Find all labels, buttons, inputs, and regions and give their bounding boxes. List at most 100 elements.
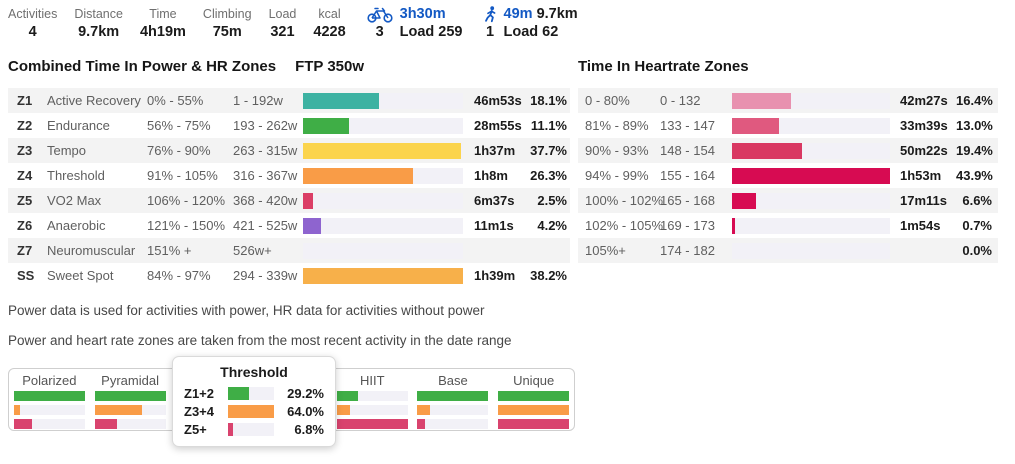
zone-bar bbox=[303, 167, 463, 184]
distribution-bar-fill bbox=[417, 391, 489, 401]
power-section-title: Combined Time In Power & HR Zones FTP 35… bbox=[8, 58, 364, 75]
zone-bar bbox=[303, 117, 463, 134]
distribution-column-hiit[interactable]: HIIT bbox=[332, 372, 413, 430]
zone-name: Neuromuscular bbox=[47, 243, 136, 258]
zone-watt-range: 368 - 420w bbox=[233, 193, 298, 208]
zone-bar-fill bbox=[303, 267, 463, 284]
distribution-bar bbox=[417, 405, 489, 415]
distribution-bar-fill bbox=[498, 419, 570, 429]
zone-pct: 38.2% bbox=[530, 268, 567, 283]
distribution-bars bbox=[336, 391, 408, 429]
hr-bpm-range: 0 - 132 bbox=[660, 93, 701, 108]
run-time: 49m bbox=[503, 6, 533, 22]
zone-time: 11m1s bbox=[474, 218, 514, 233]
hr-section-title: Time In Heartrate Zones bbox=[578, 58, 749, 75]
zone-bar-fill bbox=[303, 167, 414, 184]
hr-bar bbox=[732, 117, 890, 134]
hr-bar-fill bbox=[732, 192, 756, 209]
zone-name: Anaerobic bbox=[47, 218, 106, 233]
zone-bar-fill bbox=[303, 192, 314, 209]
stat-label: Time bbox=[149, 7, 177, 21]
zone-percent-range: 0% - 55% bbox=[147, 93, 204, 108]
tooltip-pct: 29.2% bbox=[287, 386, 324, 401]
distribution-bar bbox=[336, 391, 408, 401]
distribution-bar bbox=[94, 405, 166, 415]
note-zone-source: Power and heart rate zones are taken fro… bbox=[8, 333, 512, 348]
zone-bar bbox=[303, 142, 463, 159]
stat-value: 4 bbox=[28, 24, 37, 40]
tooltip-bar-fill bbox=[228, 423, 233, 436]
run-count: 1 bbox=[485, 24, 495, 40]
hr-percent-range: 81% - 89% bbox=[585, 118, 649, 133]
hr-bar-fill bbox=[732, 117, 779, 134]
stat-value: 9.7km bbox=[78, 24, 120, 40]
hr-bpm-range: 174 - 182 bbox=[660, 243, 715, 258]
distribution-column-polarized[interactable]: Polarized bbox=[9, 372, 90, 430]
power-zone-row: Z6 Anaerobic 121% - 150% 421 - 525w 11m1s 4.2… bbox=[8, 213, 570, 238]
distribution-column-base[interactable]: Base bbox=[413, 372, 494, 430]
distribution-bar bbox=[13, 419, 85, 429]
runner-icon bbox=[484, 6, 497, 23]
tooltip-title: Threshold bbox=[220, 364, 288, 380]
hr-zone-row: 100% - 102% 165 - 168 17m11s 6.6% bbox=[578, 188, 998, 213]
distribution-bar-fill bbox=[336, 391, 359, 401]
distribution-label: Polarized bbox=[22, 373, 77, 388]
zone-watt-range: 294 - 339w bbox=[233, 268, 298, 283]
distribution-bars bbox=[498, 391, 570, 429]
zone-watt-range: 316 - 367w bbox=[233, 168, 298, 183]
hr-time: 42m27s bbox=[900, 93, 948, 108]
tooltip-zone-label: Z3+4 bbox=[184, 404, 214, 419]
zone-name: Sweet Spot bbox=[47, 268, 114, 283]
hr-zone-row: 81% - 89% 133 - 147 33m39s 13.0% bbox=[578, 113, 998, 138]
hr-bar bbox=[732, 242, 890, 259]
zone-name: Endurance bbox=[47, 118, 110, 133]
ride-summary: 3h30m 3 Load 259 bbox=[367, 6, 463, 41]
stat-load: Load 321 bbox=[269, 6, 297, 41]
hr-pct: 19.4% bbox=[956, 143, 993, 158]
hr-bar-fill bbox=[732, 167, 890, 184]
run-load: Load 62 bbox=[503, 24, 559, 40]
hr-pct: 43.9% bbox=[956, 168, 993, 183]
distribution-label: Base bbox=[438, 373, 468, 388]
distribution-label: Unique bbox=[513, 373, 555, 388]
distribution-bar-fill bbox=[94, 419, 118, 429]
ride-count: 3 bbox=[375, 24, 384, 40]
tooltip-bar-fill bbox=[228, 405, 274, 418]
distribution-column-unique[interactable]: Unique bbox=[493, 372, 574, 430]
run-distance: 9.7km bbox=[536, 6, 578, 22]
hr-bpm-range: 169 - 173 bbox=[660, 218, 715, 233]
hr-percent-range: 0 - 80% bbox=[585, 93, 630, 108]
distribution-column-pyramidal[interactable]: Pyramidal bbox=[90, 372, 171, 430]
hr-percent-range: 90% - 93% bbox=[585, 143, 649, 158]
distribution-bars bbox=[94, 391, 166, 429]
zone-code: SS bbox=[17, 268, 35, 283]
distribution-bar bbox=[94, 391, 166, 401]
distribution-label: HIIT bbox=[359, 373, 385, 388]
tooltip-zone-label: Z1+2 bbox=[184, 386, 214, 401]
zone-bar bbox=[303, 242, 463, 259]
stat-climbing: Climbing 75m bbox=[203, 6, 252, 41]
hr-bar bbox=[732, 142, 890, 159]
distribution-bar-fill bbox=[13, 405, 20, 415]
zone-name: Threshold bbox=[47, 168, 105, 183]
distribution-bar bbox=[94, 419, 166, 429]
hr-bpm-range: 148 - 154 bbox=[660, 143, 715, 158]
zone-percent-range: 84% - 97% bbox=[147, 268, 211, 283]
zone-watt-range: 263 - 315w bbox=[233, 143, 298, 158]
distribution-bar-fill bbox=[336, 405, 351, 415]
run-summary: 49m 9.7km 1 Load 62 bbox=[484, 6, 578, 41]
hr-bar bbox=[732, 217, 890, 234]
zone-code: Z6 bbox=[17, 218, 33, 233]
hr-bar-fill bbox=[732, 217, 735, 234]
zone-watt-range: 193 - 262w bbox=[233, 118, 298, 133]
zone-name: Tempo bbox=[47, 143, 87, 158]
hr-pct: 0.7% bbox=[962, 218, 992, 233]
hr-bar bbox=[732, 192, 890, 209]
zone-pct: 37.7% bbox=[530, 143, 567, 158]
tooltip-row: Z1+2 29.2% bbox=[184, 386, 324, 401]
tooltip-row: Z3+4 64.0% bbox=[184, 404, 324, 419]
stat-label: Activities bbox=[8, 7, 58, 21]
hr-percent-range: 100% - 102% bbox=[585, 193, 664, 208]
stat-activities: Activities 4 bbox=[8, 6, 57, 41]
stat-label: Distance bbox=[74, 7, 123, 21]
